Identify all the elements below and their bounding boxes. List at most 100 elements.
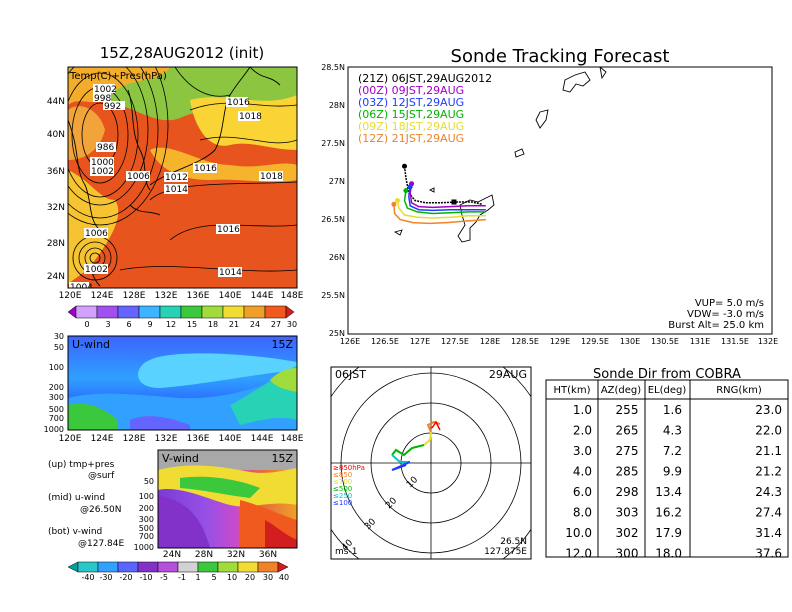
hodograph-panel: 10 20 30 40 06JST 29AUG ≥850hPa ≤850 ≤70…: [330, 366, 532, 560]
svg-text:HT(km): HT(km): [554, 385, 591, 396]
u-wind-x-ticks: 120E 124E 128E 132E 136E 140E 144E 148E: [59, 434, 304, 444]
svg-text:≤700: ≤700: [333, 478, 352, 486]
svg-text:(mid) u-wind: (mid) u-wind: [48, 493, 105, 503]
svg-text:200: 200: [49, 383, 64, 392]
map-panel: 15Z,28AUG2012 (init): [47, 44, 304, 329]
table-cell: 8.0: [573, 506, 592, 520]
svg-text:1006: 1006: [127, 172, 150, 182]
svg-text:1016: 1016: [217, 225, 240, 235]
v-wind-x-ticks: 24N 28N 32N 36N: [163, 550, 277, 560]
table-cell: 1.0: [573, 403, 592, 417]
track-start-point-4: [395, 198, 400, 203]
svg-text:140E: 140E: [219, 434, 242, 444]
svg-text:131E: 131E: [690, 337, 710, 346]
svg-text:1012: 1012: [165, 173, 188, 183]
svg-text:1000: 1000: [134, 543, 154, 552]
svg-text:30: 30: [54, 332, 64, 341]
table-cell: 13.4: [655, 485, 682, 499]
svg-text:128E: 128E: [123, 434, 146, 444]
svg-text:1016: 1016: [194, 164, 217, 174]
track-start-point-3: [403, 188, 409, 194]
svg-text:1016: 1016: [227, 98, 250, 108]
svg-text:127.5E: 127.5E: [441, 337, 469, 346]
svg-text:1002: 1002: [85, 265, 108, 275]
table-cell: 4.3: [663, 424, 682, 438]
table-cell: 37.6: [755, 547, 782, 561]
tracking-legend: (21Z) 06JST,29AUG2012 (00Z) 09JST,29AUG …: [358, 72, 492, 145]
svg-text:986: 986: [97, 143, 114, 153]
svg-text:128.5E: 128.5E: [511, 337, 539, 346]
svg-text:50: 50: [54, 343, 64, 352]
svg-text:1018: 1018: [239, 112, 262, 122]
svg-text:1014: 1014: [165, 185, 188, 195]
svg-text:500: 500: [139, 524, 154, 533]
svg-text:1002: 1002: [94, 85, 117, 95]
table-title: Sonde Dir from COBRA: [593, 367, 741, 382]
svg-text:24N: 24N: [47, 272, 65, 282]
svg-text:27N: 27N: [329, 177, 345, 186]
svg-text:≤850: ≤850: [333, 471, 352, 479]
svg-text:25.5N: 25.5N: [321, 291, 345, 300]
svg-text:@26.50N: @26.50N: [80, 505, 122, 515]
svg-text:28N: 28N: [329, 101, 345, 110]
svg-text:129.5E: 129.5E: [581, 337, 609, 346]
map-lon-ticks: 120E 124E 128E 132E 136E 140E 144E 148E: [59, 291, 304, 301]
svg-text:-30: -30: [99, 573, 112, 582]
u-wind-panel: U-wind 15Z 30 50 100 200 300 500 700 100…: [44, 332, 304, 444]
track-start-point-2: [407, 184, 413, 190]
svg-text:50: 50: [144, 477, 154, 486]
svg-text:27: 27: [271, 320, 281, 329]
table-cell: 298: [616, 485, 639, 499]
hodograph-time: 06JST: [335, 368, 366, 381]
table-cell: 23.0: [755, 403, 782, 417]
tracking-y-ticks: 28.5N 28N 27.5N 27N 26.5N 26N 25.5N 25N: [321, 63, 345, 338]
svg-text:(bot) v-wind: (bot) v-wind: [48, 527, 102, 537]
svg-text:(up) tmp+pres: (up) tmp+pres: [48, 460, 115, 470]
table-cell: 303: [616, 506, 639, 520]
svg-text:36N: 36N: [259, 550, 277, 560]
track-line-2: [408, 186, 486, 212]
svg-text:15: 15: [187, 320, 197, 329]
svg-text:21: 21: [229, 320, 239, 329]
svg-text:1004: 1004: [70, 283, 93, 293]
svg-text:27.5N: 27.5N: [321, 139, 345, 148]
map-frame: [67, 66, 298, 289]
svg-text:148E: 148E: [281, 291, 304, 301]
svg-text:26N: 26N: [329, 253, 345, 262]
hodograph-level-legend: ≥850hPa ≤850 ≤700 ≤500 ≤250 ≤100: [333, 464, 365, 507]
svg-text:129E: 129E: [550, 337, 570, 346]
sonde-table: Sonde Dir from COBRA HT(km) AZ(deg) EL(d…: [545, 367, 789, 561]
svg-text:-1: -1: [178, 573, 186, 582]
svg-text:131.5E: 131.5E: [721, 337, 749, 346]
svg-text:120E: 120E: [59, 434, 82, 444]
svg-text:1002: 1002: [91, 167, 114, 177]
svg-text:200: 200: [139, 504, 154, 513]
svg-text:5: 5: [211, 573, 216, 582]
table-cell: 1.6: [663, 403, 682, 417]
svg-text:-10: -10: [139, 573, 152, 582]
svg-text:136E: 136E: [187, 434, 210, 444]
legend-entry-00z: (00Z) 09JST,29AUG: [358, 84, 464, 97]
svg-text:28N: 28N: [47, 239, 65, 249]
sonde-params: VUP= 5.0 m/s VDW= -3.0 m/s Burst Alt= 25…: [668, 298, 764, 331]
svg-text:40N: 40N: [47, 130, 65, 140]
svg-text:132E: 132E: [155, 434, 178, 444]
legend-entry-12z: (12Z) 21JST,29AUG: [358, 132, 464, 145]
vdw-text: VDW= -3.0 m/s: [687, 309, 764, 320]
svg-text:128E: 128E: [123, 291, 146, 301]
table-cell: 27.4: [755, 506, 782, 520]
svg-text:700: 700: [139, 532, 154, 541]
table-cell: 265: [616, 424, 639, 438]
svg-text:-5: -5: [160, 573, 168, 582]
table-cell: 16.2: [655, 506, 682, 520]
legend-entry-21z: (21Z) 06JST,29AUG2012: [358, 72, 492, 85]
tracking-x-ticks: 126E 126.5E 127E 127.5E 128E 128.5E 129E…: [340, 337, 778, 346]
svg-text:28N: 28N: [195, 550, 213, 560]
table-cell: 21.2: [755, 465, 782, 479]
u-wind-y-ticks: 30 50 100 200 300 500 700 1000: [44, 332, 64, 434]
svg-text:1018: 1018: [260, 172, 283, 182]
table-cell: 4.0: [573, 465, 592, 479]
svg-text:144E: 144E: [251, 291, 274, 301]
svg-text:≥850hPa: ≥850hPa: [333, 464, 365, 472]
